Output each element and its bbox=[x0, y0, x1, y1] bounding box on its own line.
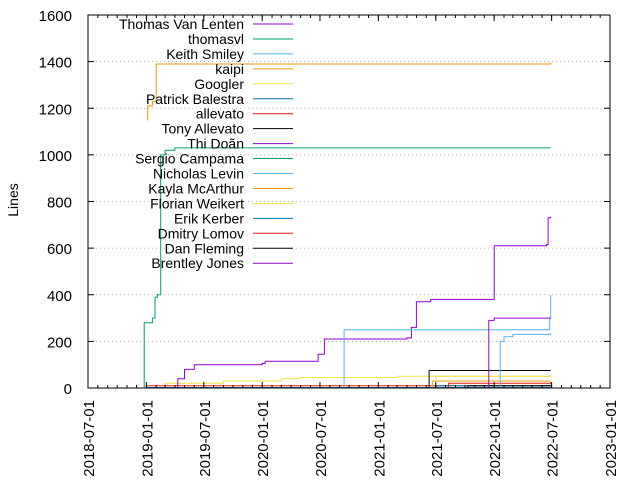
x-tick-label-6: 2021-07-01 bbox=[429, 400, 446, 477]
y-tick-label-0: 0 bbox=[64, 381, 72, 398]
legend-label-8: Thi Doãn bbox=[187, 136, 244, 152]
grid-layer bbox=[88, 61, 610, 342]
x-tick-label-8: 2022-07-01 bbox=[545, 400, 562, 477]
x-tick-label-7: 2022-01-01 bbox=[487, 400, 504, 477]
series-line-4 bbox=[146, 375, 552, 389]
x-tick-label-9: 2023-01-01 bbox=[603, 400, 620, 477]
y-tick-label-1: 200 bbox=[47, 334, 72, 351]
legend-label-6: allevato bbox=[196, 106, 244, 122]
x-tick-label-4: 2020-07-01 bbox=[313, 400, 330, 477]
legend-label-10: Nicholas Levin bbox=[153, 166, 244, 182]
x-tick-label-2: 2019-07-01 bbox=[197, 400, 214, 477]
y-tick-label-5: 1000 bbox=[39, 148, 72, 165]
legend-label-16: Brentley Jones bbox=[151, 255, 244, 271]
y-tick-label-7: 1400 bbox=[39, 55, 72, 72]
legend-label-7: Tony Allevato bbox=[162, 121, 245, 137]
x-tick-label-0: 2018-07-01 bbox=[81, 400, 98, 477]
series-line-8 bbox=[174, 216, 552, 389]
series-line-10 bbox=[339, 294, 552, 389]
plot-frame bbox=[87, 14, 611, 389]
x-tick-label-3: 2020-01-01 bbox=[255, 400, 272, 477]
series-line-1 bbox=[143, 147, 551, 389]
y-tick-label-3: 600 bbox=[47, 241, 72, 258]
legend-label-0: Thomas Van Lenten bbox=[119, 16, 244, 32]
legend-label-12: Florian Weikert bbox=[150, 195, 244, 211]
y-axis-label: Lines bbox=[5, 183, 21, 216]
y-tick-label-4: 800 bbox=[47, 195, 72, 212]
legend-label-5: Patrick Balestra bbox=[146, 91, 244, 107]
y-tick-label-8: 1600 bbox=[39, 8, 72, 25]
x-tick-label-1: 2019-01-01 bbox=[139, 400, 156, 477]
legend-label-1: thomasvl bbox=[188, 31, 244, 47]
legend-label-2: Keith Smiley bbox=[166, 46, 244, 62]
legend-label-14: Dmitry Lomov bbox=[158, 225, 244, 241]
legend-label-11: Kayla McArthur bbox=[148, 180, 244, 196]
x-tick-label-5: 2021-01-01 bbox=[371, 400, 388, 477]
legend-label-3: kaipi bbox=[215, 61, 244, 77]
legend-label-15: Dan Fleming bbox=[165, 240, 244, 256]
y-tick-label-6: 1200 bbox=[39, 101, 72, 118]
series-line-17 bbox=[498, 333, 552, 389]
legend-label-13: Erik Kerber bbox=[174, 210, 244, 226]
legend-label-9: Sergio Campama bbox=[135, 151, 244, 167]
legend-label-4: Googler bbox=[194, 76, 244, 92]
series-line-16 bbox=[445, 317, 551, 389]
axes-layer: 0 200 400 600 800 1000 1200 1400 1600 2018-07-01 2… bbox=[39, 8, 620, 477]
series-line-3 bbox=[146, 62, 552, 121]
y-tick-label-2: 400 bbox=[47, 288, 72, 305]
